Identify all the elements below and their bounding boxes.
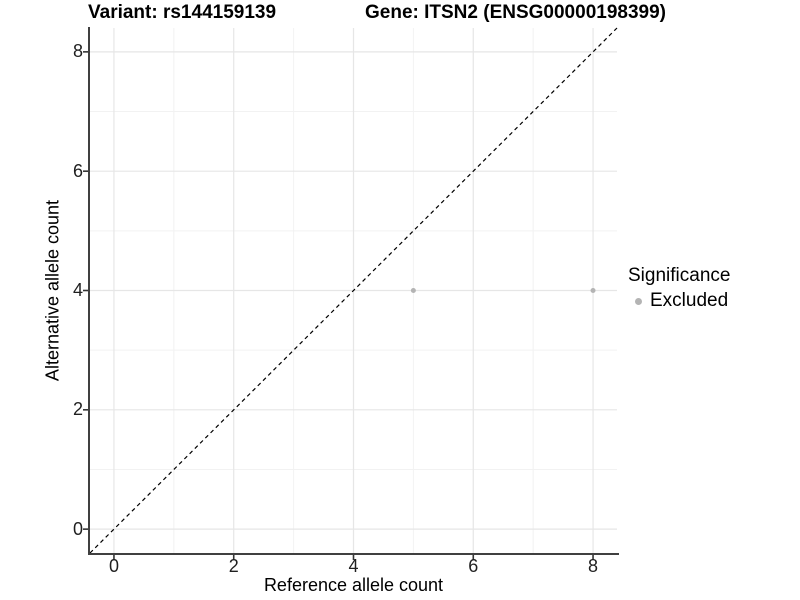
legend: Significance Excluded	[628, 265, 730, 312]
legend-point-icon	[628, 291, 648, 311]
y-tick-label: 6	[72, 160, 83, 181]
legend-item-label: Excluded	[650, 290, 729, 311]
x-tick-label: 4	[348, 556, 359, 576]
y-tick-label: 0	[72, 518, 83, 539]
variant-title: Variant: rs144159139	[88, 2, 277, 23]
x-tick-label: 0	[108, 556, 119, 576]
data-point	[410, 288, 416, 293]
y-tick-label: 8	[72, 41, 83, 62]
x-axis-title: Reference allele count	[263, 575, 444, 595]
legend-title: Significance	[628, 265, 731, 286]
x-tick-label: 6	[468, 556, 479, 576]
y-tick-label: 2	[72, 399, 83, 420]
legend-item: Excluded	[628, 290, 730, 312]
gene-title: Gene: ITSN2 (ENSG00000198399)	[365, 2, 666, 23]
legend-items: Excluded	[628, 290, 730, 312]
x-tick-label: 8	[588, 556, 599, 576]
x-tick-label: 2	[228, 556, 239, 576]
data-point	[590, 288, 596, 293]
y-tick-label: 4	[72, 280, 83, 300]
identity-reference-line	[89, 27, 618, 554]
